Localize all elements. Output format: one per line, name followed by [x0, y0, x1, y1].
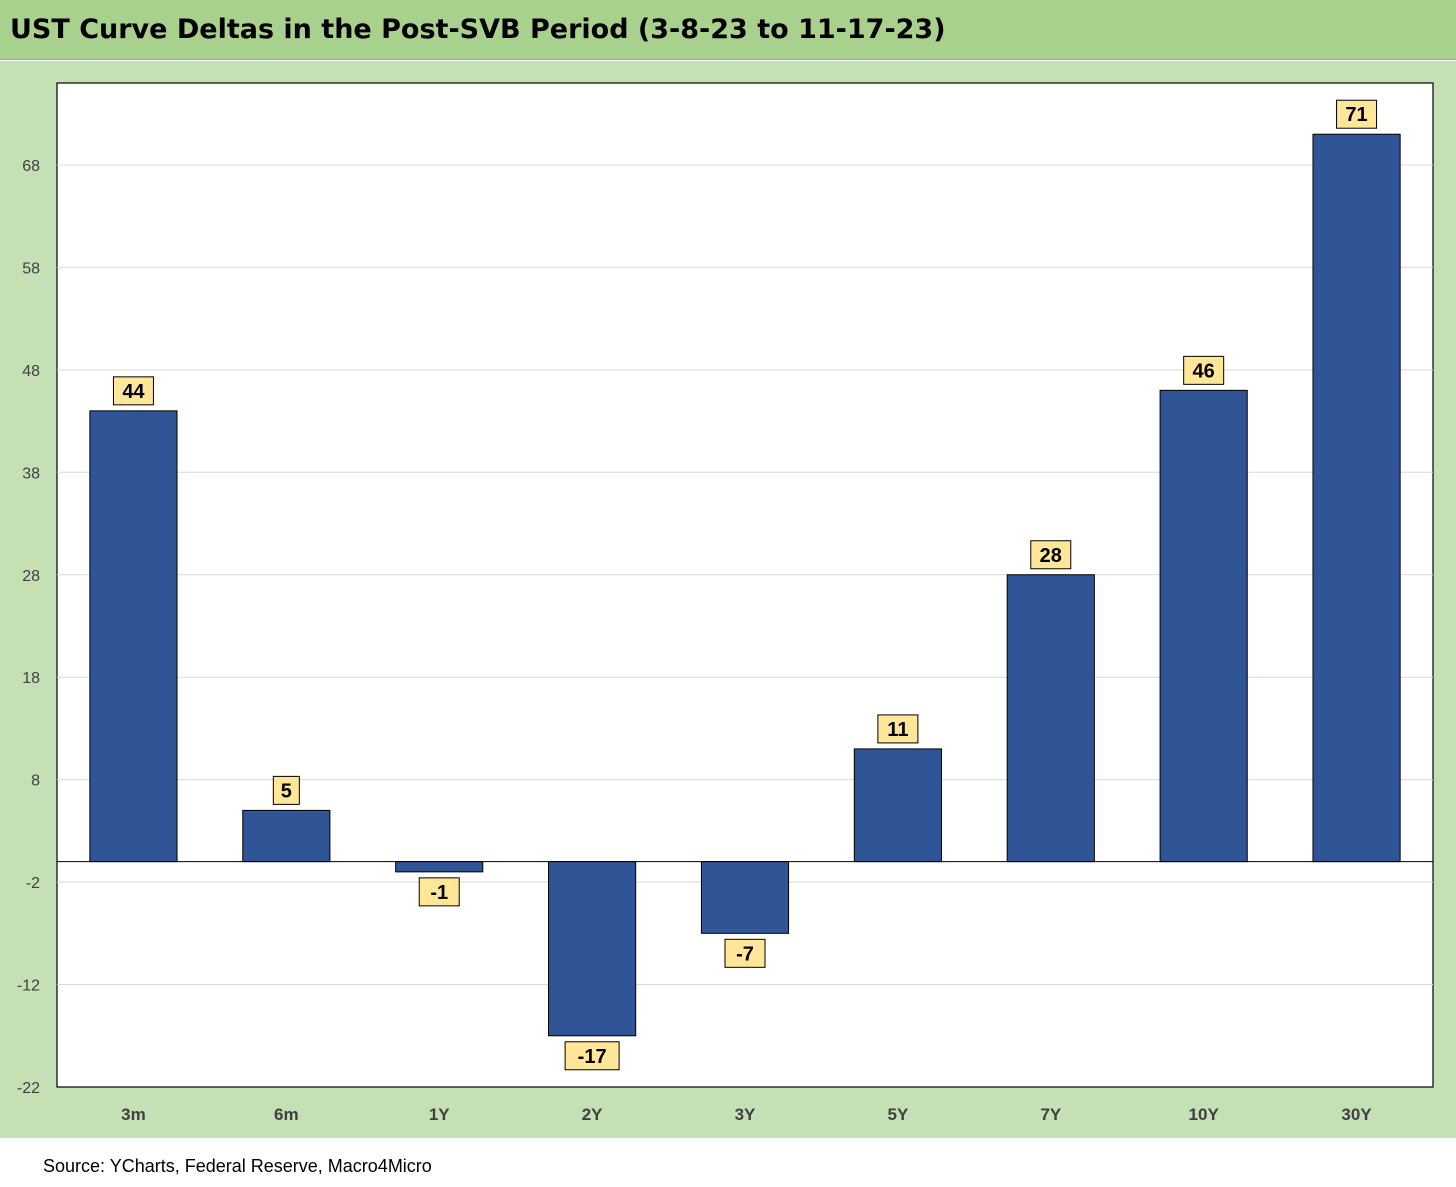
- bar-5Y: [853, 748, 942, 863]
- data-label-10Y: 46: [1183, 355, 1225, 385]
- data-label-box: [272, 775, 300, 805]
- data-label-5Y: 11: [877, 714, 919, 744]
- bars: [89, 133, 1401, 1037]
- data-label-box: [1183, 355, 1225, 385]
- bar-7Y: [1006, 574, 1095, 863]
- y-tick-label: 48: [22, 363, 40, 380]
- data-label-box: [1336, 99, 1378, 129]
- y-tick-label: 8: [31, 773, 40, 790]
- data-label-text: -1: [430, 882, 448, 904]
- y-tick-label: -12: [17, 978, 40, 995]
- y-tick-label: 28: [22, 568, 40, 585]
- x-category-label: 6m: [274, 1105, 299, 1124]
- data-label-text: 5: [281, 780, 292, 802]
- data-label-2Y: -17: [564, 1041, 620, 1071]
- x-category-label: 3Y: [735, 1105, 756, 1124]
- data-label-text: -7: [736, 943, 754, 965]
- bar-6m: [242, 809, 331, 863]
- data-label-30Y: 71: [1336, 99, 1378, 129]
- data-label-text: 46: [1193, 360, 1215, 382]
- data-label-3m: 44: [112, 376, 154, 406]
- data-label-box: [1030, 540, 1072, 570]
- bar-3Y: [700, 861, 790, 934]
- x-category-label: 2Y: [582, 1105, 603, 1124]
- x-category-label: 3m: [121, 1105, 146, 1124]
- data-label-box: [112, 376, 154, 406]
- source-note: Source: YCharts, Federal Reserve, Macro4…: [43, 1156, 432, 1176]
- y-tick-label: 58: [22, 260, 40, 277]
- x-category-label: 10Y: [1189, 1105, 1220, 1124]
- y-tick-label: 68: [22, 158, 40, 175]
- data-label-text: 44: [122, 381, 145, 403]
- data-label-text: -17: [578, 1046, 607, 1068]
- x-category-label: 5Y: [887, 1105, 908, 1124]
- y-axis-ticks: 68 58 48 38 28 18 8 -2 -12 -22: [17, 158, 40, 1097]
- y-tick-label: 18: [22, 670, 40, 687]
- x-category-label: 30Y: [1341, 1105, 1372, 1124]
- data-label-6m: 5: [272, 775, 300, 805]
- data-label-7Y: 28: [1030, 540, 1072, 570]
- data-label-box: [877, 714, 919, 744]
- data-label-text: 28: [1040, 545, 1062, 567]
- data-label-text: 71: [1345, 104, 1367, 126]
- y-tick-label: 38: [22, 465, 40, 482]
- bar-3m: [89, 410, 178, 863]
- bar-2Y: [548, 861, 637, 1037]
- data-label-box: [564, 1041, 620, 1071]
- data-label-box: [418, 877, 460, 907]
- data-label-1Y: -1: [418, 877, 460, 907]
- y-tick-label: -2: [26, 875, 40, 892]
- data-label-3Y: -7: [724, 938, 766, 968]
- x-category-label: 7Y: [1040, 1105, 1061, 1124]
- data-label-text: 11: [887, 719, 908, 741]
- bar-1Y: [395, 861, 484, 873]
- title-band: UST Curve Deltas in the Post-SVB Period …: [0, 0, 1456, 60]
- data-labels: 44 5 -1 -17 -7 11 28 46 71: [112, 99, 1378, 1071]
- x-category-label: 1Y: [429, 1105, 450, 1124]
- data-label-box: [724, 938, 766, 968]
- x-axis-categories: 3m 6m 1Y 2Y 3Y 5Y 7Y 10Y 30Y: [121, 1105, 1372, 1124]
- chart-title: UST Curve Deltas in the Post-SVB Period …: [10, 14, 946, 45]
- bar-30Y: [1312, 133, 1401, 863]
- y-tick-label: -22: [17, 1080, 40, 1097]
- bar-10Y: [1159, 389, 1248, 863]
- source-band: [0, 1138, 1456, 1187]
